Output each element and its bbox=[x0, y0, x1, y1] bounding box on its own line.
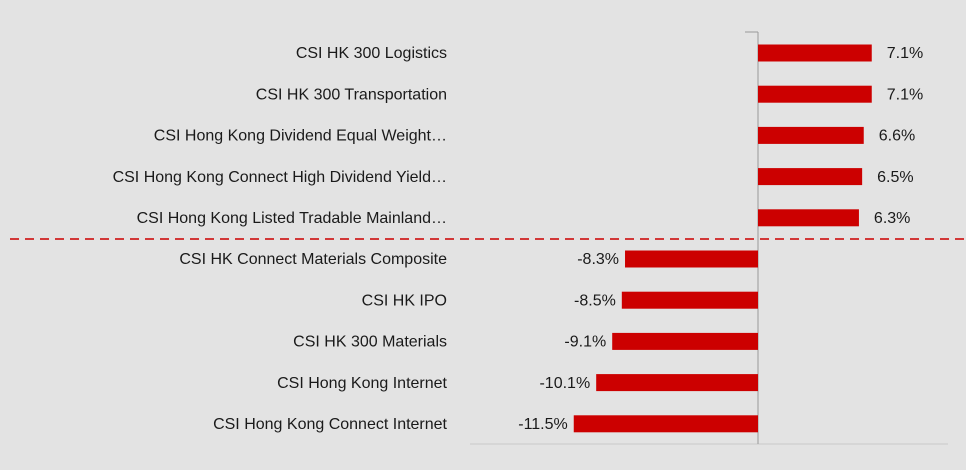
value-label: -11.5% bbox=[518, 416, 568, 433]
category-label: CSI HK 300 Transportation bbox=[256, 86, 447, 103]
value-label: 6.6% bbox=[879, 128, 915, 145]
value-label: 7.1% bbox=[887, 86, 923, 103]
category-label: CSI Hong Kong Listed Tradable Mainland… bbox=[137, 210, 447, 227]
bar bbox=[573, 415, 758, 433]
value-label: -8.5% bbox=[574, 292, 616, 309]
bar bbox=[758, 126, 864, 144]
bar bbox=[621, 291, 758, 309]
bar bbox=[758, 44, 872, 62]
category-label: CSI HK 300 Materials bbox=[293, 334, 447, 351]
value-label: 6.5% bbox=[877, 169, 913, 186]
bar bbox=[758, 85, 872, 103]
value-label: 6.3% bbox=[874, 210, 910, 227]
bar bbox=[612, 332, 758, 350]
value-label: -9.1% bbox=[564, 334, 606, 351]
category-label: CSI Hong Kong Connect High Dividend Yiel… bbox=[113, 169, 447, 186]
value-label: -10.1% bbox=[539, 375, 590, 392]
category-label: CSI Hong Kong Connect Internet bbox=[213, 416, 447, 433]
bar bbox=[596, 374, 758, 392]
category-label: CSI HK 300 Logistics bbox=[296, 45, 447, 62]
bar bbox=[625, 250, 758, 268]
value-label: 7.1% bbox=[887, 45, 923, 62]
category-label: CSI Hong Kong Dividend Equal Weight… bbox=[154, 128, 447, 145]
category-label: CSI HK IPO bbox=[362, 292, 447, 309]
category-label: CSI HK Connect Materials Composite bbox=[179, 251, 447, 268]
value-label: -8.3% bbox=[577, 251, 619, 268]
category-label: CSI Hong Kong Internet bbox=[277, 375, 447, 392]
bar bbox=[758, 209, 859, 227]
bar bbox=[758, 168, 863, 186]
